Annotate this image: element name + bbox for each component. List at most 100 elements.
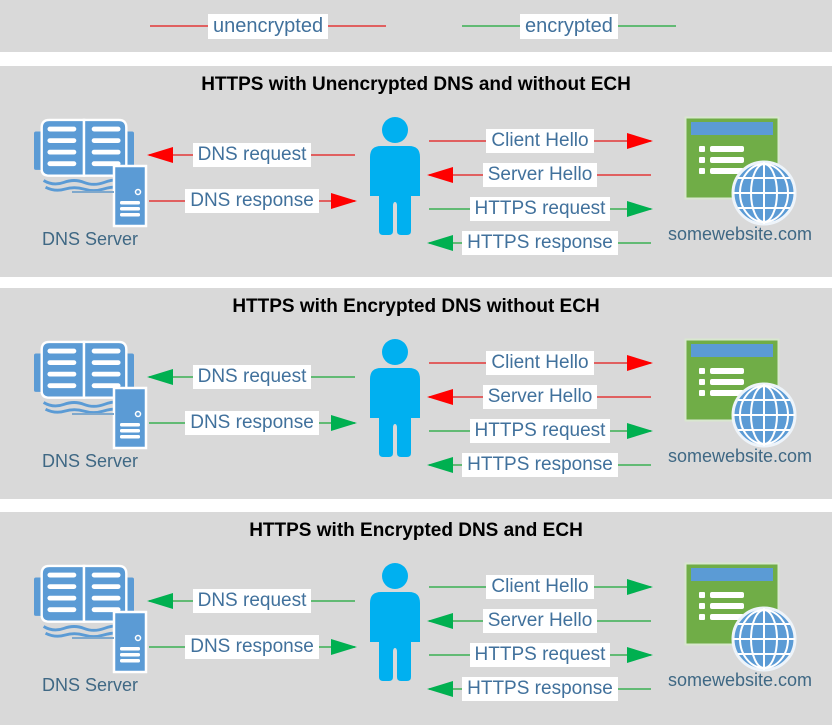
arrowhead-right-icon xyxy=(627,579,653,595)
arrow-dns-response: DNS response xyxy=(148,186,357,216)
arrow-dns-request: DNS request xyxy=(147,140,356,170)
https-arrows: Client Hello Server Hello HTTPS request HTT… xyxy=(0,512,832,725)
arrowhead-left-icon xyxy=(427,389,453,405)
person-icon xyxy=(370,117,420,235)
server-icon xyxy=(112,610,148,674)
globe-icon xyxy=(731,606,797,672)
website-label: somewebsite.com xyxy=(667,670,813,690)
arrowhead-left-icon xyxy=(427,613,453,629)
panel-2: HTTPS with Encrypted DNS without ECH xyxy=(0,288,832,499)
website-label: somewebsite.com xyxy=(667,224,813,244)
dns-arrows: DNS request DNS response xyxy=(0,66,832,277)
arrow-https-response: HTTPS response xyxy=(427,228,652,258)
arrow-label: DNS response xyxy=(185,635,319,659)
arrow-client-hello: Client Hello xyxy=(428,348,653,378)
arrow-server-hello: Server Hello xyxy=(427,606,652,636)
list-icon xyxy=(699,592,744,620)
legend-label: unencrypted xyxy=(208,13,329,39)
book-icon xyxy=(34,118,134,193)
arrow-label: Server Hello xyxy=(482,163,598,187)
arrowhead-right-icon xyxy=(331,639,357,655)
arrow-label: Server Hello xyxy=(482,609,598,633)
legend-item-unencrypted: unencrypted xyxy=(150,0,387,52)
dns-arrows: DNS request DNS response xyxy=(0,512,832,725)
website-label: somewebsite.com xyxy=(667,446,813,466)
globe-icon xyxy=(731,160,797,226)
arrow-label: DNS request xyxy=(192,589,312,613)
arrow-label: HTTPS request xyxy=(469,197,611,221)
arrowhead-right-icon xyxy=(627,647,653,663)
server-icon xyxy=(112,164,148,228)
arrow-https-request: HTTPS request xyxy=(428,194,653,224)
panel-1: HTTPS with Unencrypted DNS and without E… xyxy=(0,66,832,277)
arrow-server-hello: Server Hello xyxy=(427,160,652,190)
arrowhead-left-icon xyxy=(147,593,173,609)
panel-title: HTTPS with Unencrypted DNS and without E… xyxy=(201,74,631,95)
person-icon xyxy=(370,339,420,457)
website-window-icon xyxy=(684,562,797,672)
arrowhead-left-icon xyxy=(147,147,173,163)
arrowhead-right-icon xyxy=(627,423,653,439)
panel-title: HTTPS with Encrypted DNS without ECH xyxy=(232,296,600,317)
book-server-connector xyxy=(72,637,114,639)
arrow-label: HTTPS response xyxy=(462,231,618,255)
arrowhead-left-icon xyxy=(147,369,173,385)
arrowhead-left-icon xyxy=(427,681,453,697)
arrow-server-hello: Server Hello xyxy=(427,382,652,412)
arrow-https-response: HTTPS response xyxy=(427,674,652,704)
dns-server-label: DNS Server xyxy=(42,451,139,471)
legend-item-encrypted: encrypted xyxy=(462,0,676,52)
arrow-https-request: HTTPS request xyxy=(428,416,653,446)
arrow-label: Client Hello xyxy=(486,575,594,599)
legend-line-icon xyxy=(462,25,520,27)
arrow-dns-request: DNS request xyxy=(147,586,356,616)
arrow-label: DNS response xyxy=(185,411,319,435)
list-icon xyxy=(699,368,744,396)
arrow-client-hello: Client Hello xyxy=(428,126,653,156)
arrow-label: Server Hello xyxy=(482,385,598,409)
https-arrows: Client Hello Server Hello HTTPS request HTT… xyxy=(0,66,832,277)
legend-label: encrypted xyxy=(520,13,618,39)
globe-icon xyxy=(731,382,797,448)
book-server-connector xyxy=(72,413,114,415)
https-arrows: Client Hello Server Hello HTTPS request HTT… xyxy=(0,288,832,499)
book-icon xyxy=(34,564,134,639)
arrow-label: Client Hello xyxy=(486,351,594,375)
arrow-label: HTTPS request xyxy=(469,643,611,667)
arrow-label: HTTPS response xyxy=(462,453,618,477)
server-icon xyxy=(112,386,148,450)
arrowhead-right-icon xyxy=(627,355,653,371)
arrowhead-left-icon xyxy=(427,235,453,251)
panel-title: HTTPS with Encrypted DNS and ECH xyxy=(249,520,583,541)
dns-server-label: DNS Server xyxy=(42,229,139,249)
arrow-https-request: HTTPS request xyxy=(428,640,653,670)
arrow-label: Client Hello xyxy=(486,129,594,153)
arrow-label: DNS response xyxy=(185,189,319,213)
arrow-label: HTTPS request xyxy=(469,419,611,443)
arrow-label: HTTPS response xyxy=(462,677,618,701)
arrow-dns-response: DNS response xyxy=(148,408,357,438)
legend-line-icon xyxy=(617,25,676,27)
arrowhead-left-icon xyxy=(427,167,453,183)
arrowhead-right-icon xyxy=(627,133,653,149)
book-server-connector xyxy=(72,191,114,193)
arrowhead-right-icon xyxy=(331,415,357,431)
legend-line-icon xyxy=(150,25,208,27)
website-window-icon xyxy=(684,116,797,226)
arrow-client-hello: Client Hello xyxy=(428,572,653,602)
legend-line-icon xyxy=(328,25,387,27)
list-icon xyxy=(699,146,744,174)
arrow-label: DNS request xyxy=(192,365,312,389)
dns-arrows: DNS request DNS response xyxy=(0,288,832,499)
arrowhead-right-icon xyxy=(627,201,653,217)
website-window-icon xyxy=(684,338,797,448)
person-icon xyxy=(370,563,420,681)
arrowhead-left-icon xyxy=(427,457,453,473)
arrow-dns-request: DNS request xyxy=(147,362,356,392)
arrow-label: DNS request xyxy=(192,143,312,167)
arrow-https-response: HTTPS response xyxy=(427,450,652,480)
panel-3: HTTPS with Encrypted DNS and ECH xyxy=(0,512,832,725)
arrow-dns-response: DNS response xyxy=(148,632,357,662)
dns-server-label: DNS Server xyxy=(42,675,139,695)
arrowhead-right-icon xyxy=(331,193,357,209)
